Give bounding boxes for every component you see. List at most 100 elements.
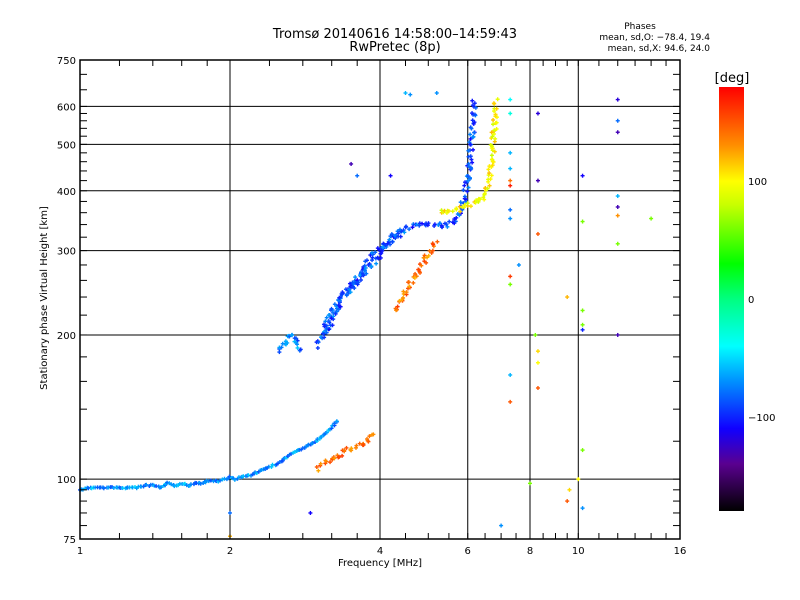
scatter-point — [580, 322, 585, 327]
trace-point — [283, 339, 288, 344]
trace-point — [358, 278, 363, 283]
scatter-point — [615, 130, 620, 135]
trace-point — [353, 275, 358, 280]
trace-point — [310, 441, 315, 446]
trace-point — [454, 207, 459, 212]
scatter-point — [580, 448, 585, 453]
trace-point — [316, 468, 321, 473]
trace-point — [486, 177, 491, 182]
trace-point — [326, 313, 331, 318]
trace-point — [473, 105, 478, 110]
y-tick-label: 300 — [57, 247, 76, 258]
trace-point — [435, 239, 440, 244]
trace-point — [322, 324, 327, 329]
trace-point — [277, 350, 282, 355]
trace-point — [492, 109, 497, 114]
scatter-point — [580, 173, 585, 178]
trace-point — [445, 224, 450, 229]
trace-point — [474, 198, 479, 203]
trace-point — [481, 195, 486, 200]
trace-point — [462, 194, 467, 199]
scatter-point — [508, 178, 513, 183]
colorbar-tick-label: −100 — [748, 413, 775, 424]
trace-point — [337, 454, 342, 459]
trace-point — [410, 225, 415, 230]
y-tick-label: 500 — [57, 140, 76, 151]
trace-point — [472, 130, 477, 135]
trace-point — [385, 241, 390, 246]
trace-point — [397, 298, 402, 303]
trace-point — [352, 278, 357, 283]
trace-point — [344, 292, 349, 297]
trace-point — [426, 221, 431, 226]
trace-point — [336, 298, 341, 303]
phase-heading: Phases — [624, 22, 656, 32]
trace-point — [144, 482, 149, 487]
trace-point — [447, 219, 452, 224]
trace-point — [381, 245, 386, 250]
scatter-point — [565, 295, 570, 300]
trace-point — [426, 253, 431, 258]
trace-point — [324, 315, 329, 320]
scatter-point — [508, 274, 513, 279]
scatter-point — [403, 90, 408, 95]
trace-point — [378, 255, 383, 260]
trace-point — [482, 197, 487, 202]
trace-point — [468, 154, 473, 159]
y-tick-label: 200 — [57, 331, 76, 342]
trace-point — [468, 142, 473, 147]
scatter-point — [349, 161, 354, 166]
scatter-point — [576, 477, 581, 482]
trace-point — [396, 234, 401, 239]
scatter-point — [499, 523, 504, 528]
trace-point — [411, 280, 416, 285]
trace-point — [329, 306, 334, 311]
trace-point — [404, 290, 409, 295]
colorbar: [deg] 100 0 −100 — [715, 71, 775, 511]
x-tick-label: 4 — [377, 546, 383, 557]
chart-title: Tromsø 20140616 14:58:00–14:59:43 — [272, 27, 518, 42]
trace-point — [468, 132, 473, 137]
trace-point — [367, 434, 372, 439]
trace-point — [318, 461, 323, 466]
scatter-point — [615, 241, 620, 246]
scatter-point — [308, 510, 313, 515]
trace-point — [395, 304, 400, 309]
trace-point — [362, 268, 367, 273]
trace-point — [364, 258, 369, 263]
trace-point — [466, 174, 471, 179]
trace-point — [369, 264, 374, 269]
trace-point — [493, 136, 498, 141]
trace-point — [482, 191, 487, 196]
trace-point — [491, 101, 496, 106]
trace-point — [328, 460, 333, 465]
scatter-point — [355, 173, 360, 178]
trace-point — [387, 237, 392, 242]
trace-point — [466, 178, 471, 183]
trace-point — [494, 120, 499, 125]
trace-point — [467, 140, 472, 145]
trace-point — [489, 173, 494, 178]
trace-point — [388, 242, 393, 247]
trace-point — [407, 227, 412, 232]
scatter-point — [533, 332, 538, 337]
trace-point — [470, 103, 475, 108]
scatter-point — [649, 216, 654, 221]
x-axis-title: Frequency [MHz] — [338, 558, 422, 569]
scatter-point — [615, 194, 620, 199]
trace-point — [461, 188, 466, 193]
scatter-point — [580, 327, 585, 332]
trace-point — [454, 215, 459, 220]
trace-point — [383, 243, 388, 248]
colorbar-gradient — [719, 87, 744, 511]
y-tick-label: 600 — [57, 102, 76, 113]
trace-point — [314, 465, 319, 470]
trace-point — [364, 271, 369, 276]
trace-point — [485, 186, 490, 191]
trace-point — [358, 273, 363, 278]
trace-point — [465, 201, 470, 206]
trace-point — [444, 222, 449, 227]
trace-point — [487, 171, 492, 176]
trace-point — [380, 248, 385, 253]
